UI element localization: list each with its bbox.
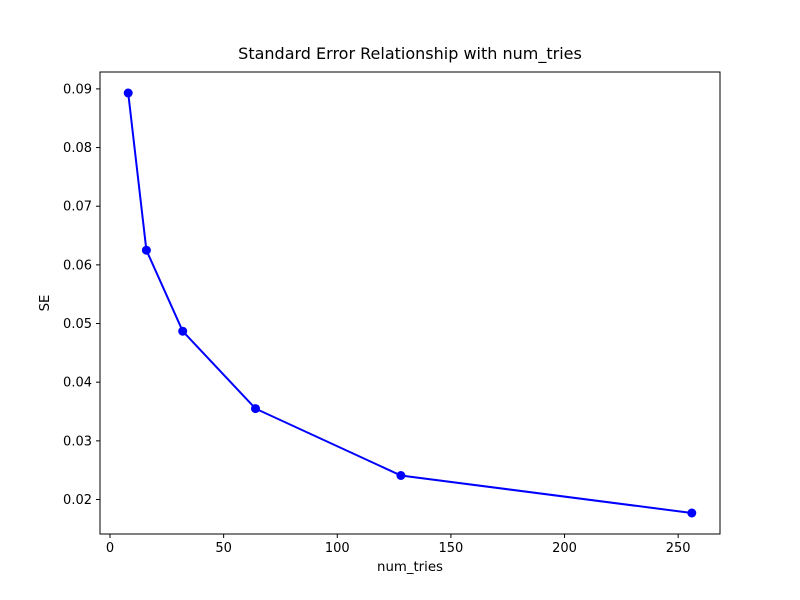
x-tick-label: 0 <box>106 541 114 556</box>
y-tick-label: 0.08 <box>63 141 92 156</box>
x-tick-label: 100 <box>325 541 350 556</box>
x-axis-ticks: 0 50 100 150 200 250 <box>106 534 691 556</box>
data-point-marker <box>687 508 697 518</box>
chart-title: Standard Error Relationship with num_tri… <box>238 44 582 64</box>
se-markers <box>123 88 697 518</box>
x-tick-label: 250 <box>666 541 691 556</box>
y-axis-label: SE <box>38 295 53 312</box>
data-point-marker <box>251 404 260 414</box>
data-point-marker <box>178 326 188 336</box>
data-point-marker <box>141 245 151 255</box>
x-tick-label: 200 <box>552 541 577 556</box>
data-point-marker <box>123 88 133 98</box>
y-tick-label: 0.03 <box>63 434 92 449</box>
y-axis-ticks: 0.02 0.03 0.04 0.05 0.06 0.07 0.08 0.09 <box>63 82 100 508</box>
data-point-marker <box>396 471 406 480</box>
y-tick-label: 0.06 <box>63 258 92 273</box>
y-tick-label: 0.09 <box>63 82 92 97</box>
x-tick-label: 150 <box>438 541 463 556</box>
y-tick-label: 0.04 <box>63 376 92 391</box>
y-tick-label: 0.05 <box>63 317 92 332</box>
y-tick-label: 0.02 <box>63 493 92 508</box>
x-tick-label: 50 <box>215 541 232 556</box>
x-axis-label: num_tries <box>377 560 443 575</box>
plot-area <box>99 71 721 535</box>
y-tick-label: 0.07 <box>63 200 92 215</box>
se-line <box>127 92 692 514</box>
